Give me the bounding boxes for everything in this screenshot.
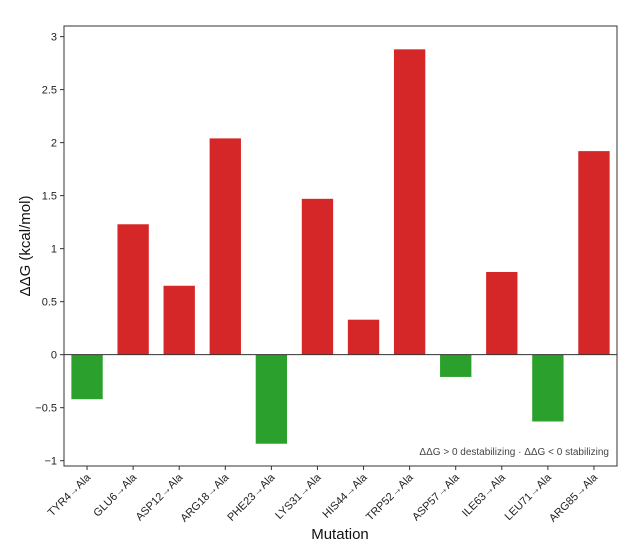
y-tick-label: −1 — [44, 456, 57, 468]
bar — [209, 138, 241, 355]
bar — [532, 354, 564, 422]
bar — [440, 354, 472, 377]
bar — [347, 319, 380, 355]
x-tick-label: TRP52→Ala — [364, 471, 416, 523]
bar — [393, 49, 426, 355]
y-tick-label: 2 — [51, 138, 57, 150]
y-tick-label: 2.5 — [42, 85, 57, 97]
y-tick-label: 1 — [51, 244, 57, 256]
x-tick-label: HIS44→Ala — [321, 471, 371, 521]
bar — [301, 198, 334, 355]
plot-frame — [63, 25, 618, 467]
y-tick-label: 3 — [51, 32, 57, 44]
bar — [71, 354, 103, 400]
y-axis-title: ΔΔG (kcal/mol) — [17, 196, 34, 297]
y-axis-ticks: −1 −0.5 0 0.5 1 1.5 2 2.5 3 — [35, 32, 64, 468]
x-tick-label: LYS31→Ala — [273, 471, 324, 522]
bar — [486, 271, 518, 355]
x-tick-label: ARG18→Ala — [178, 471, 232, 525]
x-tick-label: ILE63→Ala — [460, 471, 508, 519]
x-tick-label: ARG85→Ala — [547, 471, 601, 525]
chart-annotation: ΔΔG > 0 destabilizing · ΔΔG < 0 stabiliz… — [419, 447, 609, 458]
x-axis-ticks: TYR4→AlaGLU6→AlaASP12→AlaARG18→AlaPHE23→… — [46, 466, 601, 525]
bar — [578, 151, 610, 355]
bars-group — [71, 49, 610, 444]
x-tick-label: ASP57→Ala — [410, 471, 462, 523]
x-tick-label: TYR4→Ala — [46, 471, 94, 519]
y-tick-label: 0.5 — [42, 297, 57, 309]
x-tick-label: GLU6→Ala — [91, 471, 139, 519]
x-axis-title: Mutation — [311, 526, 369, 543]
bar — [117, 224, 149, 355]
y-tick-label: −0.5 — [35, 403, 57, 415]
y-tick-label: 1.5 — [42, 191, 57, 203]
y-tick-label: 0 — [51, 350, 57, 362]
bar — [255, 354, 288, 444]
x-tick-label: PHE23→Ala — [225, 471, 278, 524]
bar — [163, 285, 195, 355]
